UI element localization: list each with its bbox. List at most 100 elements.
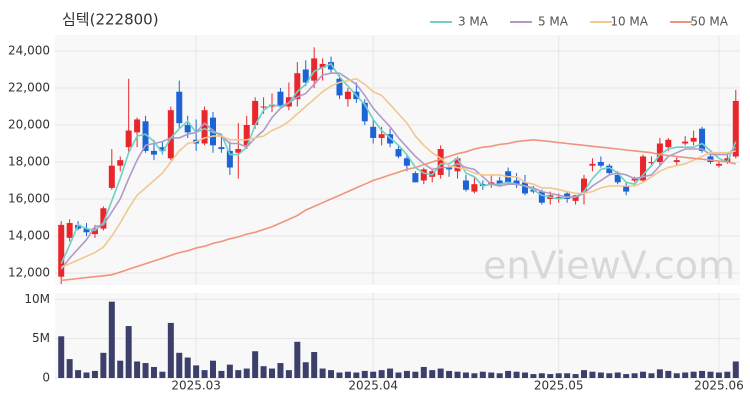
- candle-body: [412, 173, 419, 183]
- candle-body: [572, 195, 579, 201]
- y-tick-label: 24,000: [8, 44, 50, 58]
- volume-bar: [150, 366, 157, 378]
- volume-bar: [471, 373, 478, 378]
- volume-bar: [446, 370, 453, 378]
- volume-bar: [252, 351, 259, 378]
- volume-bar: [521, 372, 528, 378]
- volume-bar: [420, 366, 427, 378]
- volume-bar: [294, 341, 301, 378]
- volume-bar: [209, 360, 216, 378]
- candle-body: [715, 163, 722, 166]
- volume-bar: [640, 371, 647, 378]
- candle-body: [201, 110, 208, 144]
- y-tick-label: 5M: [32, 331, 50, 345]
- candle-body: [243, 124, 250, 146]
- volume-bar: [159, 371, 166, 378]
- y-tick-label: 12,000: [8, 265, 50, 279]
- volume-bar: [479, 371, 486, 378]
- volume-bar: [488, 372, 495, 378]
- volume-bar: [623, 374, 630, 378]
- legend-label: 5 MA: [538, 15, 569, 29]
- volume-bar: [75, 370, 82, 378]
- candle-body: [134, 119, 141, 133]
- candle-body: [184, 124, 191, 133]
- volume-bar: [614, 372, 621, 378]
- ma-line: [61, 138, 736, 282]
- volume-bar: [403, 370, 410, 378]
- candle-body: [513, 180, 520, 185]
- candle-body: [150, 150, 157, 155]
- volume-bar: [226, 364, 233, 378]
- candle-body: [454, 158, 461, 172]
- volume-bar: [319, 368, 326, 378]
- ma-line: [60, 77, 736, 269]
- chart-title: 심텍(222800): [62, 11, 159, 29]
- candle-body: [218, 147, 225, 150]
- volume-bar: [328, 370, 335, 378]
- volume-bar: [597, 372, 604, 378]
- candle-body: [690, 137, 697, 142]
- volume-bar: [496, 373, 503, 378]
- volume-bar: [167, 322, 174, 378]
- legend-label: 3 MA: [458, 15, 489, 29]
- volume-bar: [682, 372, 689, 378]
- candle-body: [235, 149, 242, 153]
- volume-bar: [665, 370, 672, 378]
- candle-body: [597, 161, 604, 166]
- volume-bar: [606, 373, 613, 378]
- volume-bar: [260, 366, 267, 378]
- volume-bar: [437, 368, 444, 378]
- ma-line: [60, 72, 737, 270]
- price-panel: [55, 35, 740, 285]
- candle-body: [420, 169, 427, 181]
- volume-bar: [134, 361, 141, 378]
- candle-body: [403, 158, 410, 166]
- volume-bar: [538, 373, 545, 378]
- candle-body: [209, 117, 216, 146]
- volume-bar: [589, 371, 596, 378]
- volume-bar: [269, 368, 276, 378]
- volume-bar: [193, 365, 200, 378]
- volume-bar: [201, 370, 208, 378]
- volume-bar: [395, 372, 402, 378]
- volume-bar: [66, 359, 73, 378]
- candle-body: [252, 100, 259, 125]
- y-tick-label: 10M: [24, 292, 50, 306]
- candle-body: [226, 150, 233, 168]
- volume-bar: [100, 352, 107, 378]
- candle-body: [581, 178, 588, 194]
- watermark: enViewV.com: [483, 244, 735, 288]
- volume-bar: [58, 336, 65, 378]
- candle-body: [614, 174, 621, 183]
- volume-bar: [277, 363, 284, 378]
- candle-body: [311, 58, 318, 81]
- volume-bar: [564, 373, 571, 378]
- candle-body: [538, 191, 545, 203]
- candle-body: [176, 91, 183, 124]
- volume-bar: [656, 369, 663, 378]
- volume-bar: [387, 368, 394, 378]
- candle-body: [623, 186, 630, 192]
- volume-bar: [83, 372, 90, 378]
- candle-body: [108, 165, 115, 188]
- volume-bar: [117, 360, 124, 378]
- candle-body: [159, 147, 166, 151]
- candle-body: [167, 110, 174, 159]
- volume-bar: [513, 371, 520, 378]
- candle-body: [260, 106, 267, 108]
- x-tick-label: 2025.06: [694, 379, 744, 393]
- candle-body: [555, 197, 562, 199]
- volume-bar: [218, 370, 225, 378]
- candle-body: [564, 193, 571, 199]
- candle-body: [656, 143, 663, 162]
- volume-bar: [581, 370, 588, 378]
- candle-body: [640, 156, 647, 181]
- candle-body: [631, 178, 638, 181]
- ma-line: [60, 62, 737, 265]
- candle-body: [302, 69, 309, 83]
- candle-body: [66, 223, 73, 238]
- candle-body: [361, 102, 368, 122]
- volume-bar: [184, 357, 191, 378]
- volume-bar: [505, 370, 512, 378]
